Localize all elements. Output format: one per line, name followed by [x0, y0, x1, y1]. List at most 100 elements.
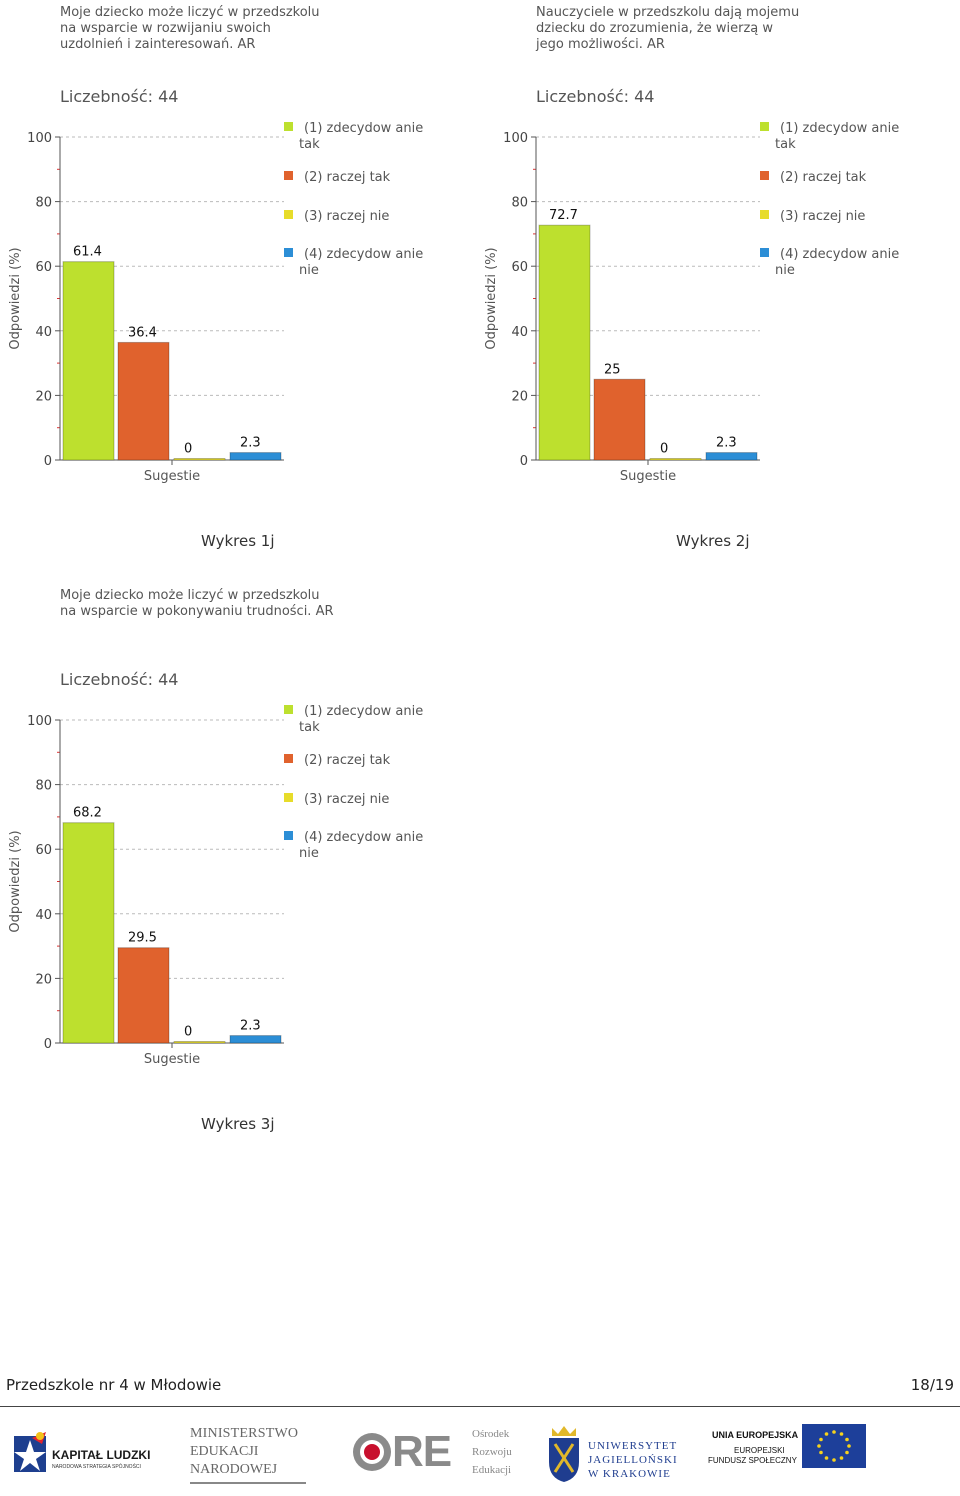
chart-count-label: Liczebność: 44 [536, 87, 654, 106]
y-tick-label: 40 [35, 325, 52, 340]
legend-label: (1) zdecydow anie [304, 704, 423, 719]
bar [705, 452, 758, 461]
legend-label: (2) raczej tak [304, 170, 391, 185]
chart-title-line: Nauczyciele w przedszkolu dają mojemu [536, 5, 799, 20]
uj-line-2: JAGIELLOŃSKI [588, 1454, 678, 1466]
legend-label: (3) raczej nie [304, 792, 389, 807]
legend-swatch [284, 248, 293, 257]
y-tick-label: 20 [35, 389, 52, 404]
legend-swatch [284, 210, 293, 219]
bar [593, 378, 646, 461]
bar-value-label: 61.4 [73, 245, 102, 260]
y-tick-label: 0 [44, 1037, 52, 1052]
bar-value-label: 2.3 [240, 1019, 261, 1034]
legend-swatch [760, 248, 769, 257]
legend-label: tak [775, 137, 796, 152]
ue-logo: UNIA EUROPEJSKA EUROPEJSKI FUNDUSZ SPOŁE… [706, 1418, 876, 1490]
legend-label: (3) raczej nie [304, 209, 389, 224]
kapital-ludzki-emblem-icon [14, 1432, 46, 1472]
legend-swatch [760, 171, 769, 180]
chart-2-svg: Nauczyciele w przedszkolu dają mojemudzi… [484, 5, 899, 484]
legend-swatch [284, 831, 293, 840]
chart-1: Moje dziecko może liczyć w przedszkolu na… [0, 0, 470, 500]
bar [229, 1035, 282, 1044]
bar-value-label: 2.3 [716, 436, 737, 451]
bar [62, 822, 115, 1044]
ue-line-3: FUNDUSZ SPOŁECZNY [708, 1456, 797, 1465]
y-tick-label: 0 [44, 454, 52, 469]
kapital-ludzki-logo: KAPITAŁ LUDZKI NARODOWA STRATEGIA SPÓJNO… [12, 1418, 172, 1490]
men-underline [190, 1482, 306, 1484]
ore-line-3: Edukacji [472, 1464, 512, 1476]
chart-title-line: jego możliwości. AR [535, 37, 665, 52]
legend-label: (4) zdecydow anie [304, 830, 423, 845]
y-axis-label: Odpowiedzi (%) [484, 247, 499, 349]
legend-label: (2) raczej tak [780, 170, 867, 185]
uj-line-3: W KRAKOWIE [588, 1468, 671, 1480]
legend-label: tak [299, 720, 320, 735]
y-tick-label: 100 [503, 131, 528, 146]
y-tick-label: 0 [520, 454, 528, 469]
footer-logos: KAPITAŁ LUDZKI NARODOWA STRATEGIA SPÓJNO… [0, 1410, 960, 1496]
x-axis-label: Sugestie [144, 469, 200, 484]
bar [117, 947, 170, 1044]
y-tick-label: 60 [35, 843, 52, 858]
bar-value-label: 2.3 [240, 436, 261, 451]
y-tick-label: 40 [511, 325, 528, 340]
uj-logo: UNIWERSYTET JAGIELLOŃSKI W KRAKOWIE [546, 1418, 686, 1490]
chart-count-label: Liczebność: 44 [60, 670, 178, 689]
bar [229, 452, 282, 461]
bar-value-label: 0 [660, 442, 668, 457]
bar [538, 224, 591, 461]
y-axis-label: Odpowiedzi (%) [8, 247, 23, 349]
bar [62, 261, 115, 461]
y-tick-label: 80 [35, 196, 52, 211]
ore-line-1: Ośrodek [472, 1428, 510, 1440]
uj-crest-icon [549, 1426, 579, 1482]
legend-swatch [284, 754, 293, 763]
legend-swatch [760, 210, 769, 219]
legend-label: (4) zdecydow anie [304, 247, 423, 262]
y-tick-label: 80 [511, 196, 528, 211]
y-tick-label: 60 [511, 260, 528, 275]
footer-page-number: 18/19 [910, 1376, 954, 1394]
x-axis-label: Sugestie [620, 469, 676, 484]
chart-title-line: na wsparcie w rozwijaniu swoich [60, 21, 271, 36]
legend-swatch [284, 122, 293, 131]
y-tick-label: 60 [35, 260, 52, 275]
men-line-3: NARODOWEJ [190, 1462, 278, 1477]
chart-title-line: dziecku do zrozumienia, że wierzą w [536, 21, 773, 36]
y-tick-label: 40 [35, 908, 52, 923]
legend-swatch [284, 171, 293, 180]
bar-value-label: 0 [184, 442, 192, 457]
legend-label: nie [299, 846, 319, 861]
kapital-ludzki-title: KAPITAŁ LUDZKI [52, 1448, 151, 1462]
chart-3: Moje dziecko może liczyć w przedszkolu na… [0, 583, 470, 1083]
legend-swatch [284, 793, 293, 802]
legend-label: (1) zdecydow anie [304, 121, 423, 136]
legend-label: tak [299, 137, 320, 152]
legend-label: (2) raczej tak [304, 753, 391, 768]
chart-1-svg: Moje dziecko może liczyć w przedszkoluna… [8, 5, 423, 484]
y-tick-label: 100 [27, 714, 52, 729]
bar-value-label: 0 [184, 1025, 192, 1040]
bar-value-label: 36.4 [128, 325, 157, 340]
bar-value-label: 72.7 [549, 208, 578, 223]
ore-line-2: Rozwoju [472, 1446, 512, 1458]
kapital-ludzki-subtitle: NARODOWA STRATEGIA SPÓJNOŚCI [52, 1464, 141, 1470]
chart-title-line: Moje dziecko może liczyć w przedszkolu [60, 5, 320, 20]
footer-divider [0, 1406, 960, 1407]
chart-2-caption: Wykres 2j [676, 532, 750, 550]
ore-circle-icon [353, 1433, 391, 1471]
chart-title-line: Moje dziecko może liczyć w przedszkolu [60, 588, 320, 603]
bar [173, 1041, 226, 1044]
y-tick-label: 20 [511, 389, 528, 404]
men-logo: MINISTERSTWO EDUKACJI NARODOWEJ [190, 1418, 320, 1490]
bar [117, 341, 170, 461]
uj-line-1: UNIWERSYTET [588, 1440, 678, 1452]
chart-title-line: na wsparcie w pokonywaniu trudności. AR [60, 604, 334, 619]
chart-1-caption: Wykres 1j [201, 532, 275, 550]
x-axis-label: Sugestie [144, 1052, 200, 1067]
y-tick-label: 80 [35, 779, 52, 794]
legend-label: (1) zdecydow anie [780, 121, 899, 136]
